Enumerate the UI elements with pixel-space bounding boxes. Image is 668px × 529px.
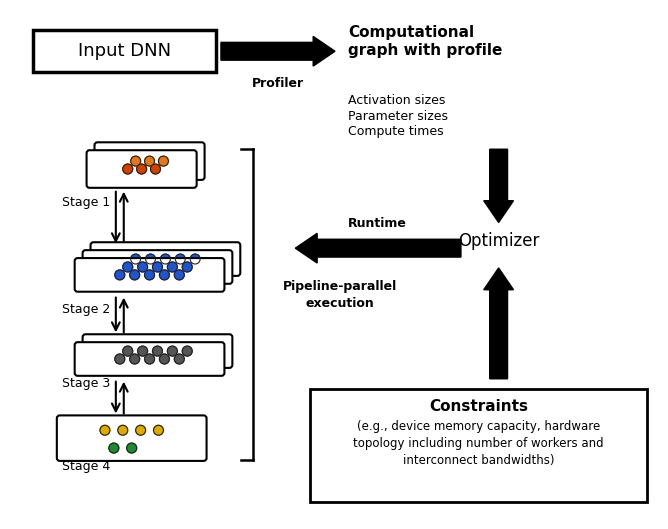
Circle shape xyxy=(115,270,125,280)
Text: (e.g., device memory capacity, hardware
topology including number of workers and: (e.g., device memory capacity, hardware … xyxy=(353,421,604,467)
Circle shape xyxy=(130,270,140,280)
FancyArrow shape xyxy=(295,233,461,263)
Circle shape xyxy=(123,164,133,174)
Circle shape xyxy=(160,254,170,264)
Text: Stage 1: Stage 1 xyxy=(62,196,110,209)
FancyBboxPatch shape xyxy=(83,250,232,284)
Circle shape xyxy=(152,346,162,356)
FancyBboxPatch shape xyxy=(91,242,240,276)
Circle shape xyxy=(100,425,110,435)
Text: Input DNN: Input DNN xyxy=(77,42,171,60)
Circle shape xyxy=(168,346,177,356)
Circle shape xyxy=(182,262,192,272)
Circle shape xyxy=(130,354,140,364)
Circle shape xyxy=(146,254,156,264)
Text: Parameter sizes: Parameter sizes xyxy=(348,110,448,123)
Circle shape xyxy=(182,346,192,356)
Text: Profiler: Profiler xyxy=(251,77,303,90)
Text: Stage 3: Stage 3 xyxy=(62,377,110,390)
Text: Pipeline-parallel
execution: Pipeline-parallel execution xyxy=(283,280,397,310)
Text: Computational
graph with profile: Computational graph with profile xyxy=(348,24,502,58)
Circle shape xyxy=(118,425,128,435)
Circle shape xyxy=(144,156,154,166)
Circle shape xyxy=(123,262,133,272)
Circle shape xyxy=(160,270,170,280)
Circle shape xyxy=(138,262,148,272)
FancyArrow shape xyxy=(221,37,335,66)
Circle shape xyxy=(109,443,119,453)
Circle shape xyxy=(144,354,154,364)
Circle shape xyxy=(152,262,162,272)
Circle shape xyxy=(138,346,148,356)
Bar xyxy=(33,31,216,72)
Circle shape xyxy=(150,164,160,174)
Bar xyxy=(310,389,647,503)
FancyBboxPatch shape xyxy=(57,415,206,461)
Circle shape xyxy=(160,354,170,364)
FancyArrow shape xyxy=(484,149,514,223)
Text: Activation sizes: Activation sizes xyxy=(348,94,446,107)
Circle shape xyxy=(137,164,146,174)
FancyBboxPatch shape xyxy=(75,258,224,291)
Text: Stage 2: Stage 2 xyxy=(62,303,110,316)
FancyArrow shape xyxy=(484,268,514,379)
Circle shape xyxy=(158,156,168,166)
Text: Stage 4: Stage 4 xyxy=(62,460,110,473)
Circle shape xyxy=(123,346,133,356)
Text: Constraints: Constraints xyxy=(430,398,528,414)
Text: Compute times: Compute times xyxy=(348,125,444,139)
Circle shape xyxy=(115,354,125,364)
Circle shape xyxy=(144,270,154,280)
Circle shape xyxy=(190,254,200,264)
Text: Optimizer: Optimizer xyxy=(458,232,539,250)
Circle shape xyxy=(174,270,184,280)
Text: Runtime: Runtime xyxy=(348,217,407,230)
FancyBboxPatch shape xyxy=(87,150,196,188)
FancyBboxPatch shape xyxy=(83,334,232,368)
Circle shape xyxy=(131,254,141,264)
FancyBboxPatch shape xyxy=(94,142,204,180)
Circle shape xyxy=(174,354,184,364)
Circle shape xyxy=(168,262,177,272)
Circle shape xyxy=(127,443,137,453)
Circle shape xyxy=(136,425,146,435)
FancyBboxPatch shape xyxy=(75,342,224,376)
Circle shape xyxy=(154,425,164,435)
Circle shape xyxy=(131,156,141,166)
Circle shape xyxy=(175,254,185,264)
